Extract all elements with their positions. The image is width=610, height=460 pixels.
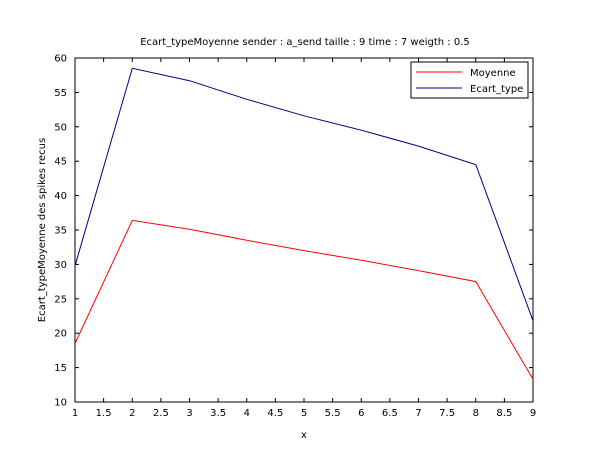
y-axis: 10 15 20 25 30 35 40 45 50 55 60 — [54, 54, 533, 409]
x-axis: 1 1.5 2 2.5 3 3.5 4 4.5 5 5.5 6 6.5 7 7.5 8 8.5 9 — [72, 58, 536, 419]
x-tick-label: 5 — [301, 408, 307, 419]
y-tick-label: 35 — [54, 226, 67, 237]
x-tick-label: 8.5 — [496, 408, 512, 419]
x-tick-label: 4.5 — [267, 408, 283, 419]
y-axis-title: Ecart_typeMoyenne des spikes recus — [37, 138, 48, 322]
x-tick-label: 9 — [530, 408, 536, 419]
x-tick-label: 2 — [129, 408, 135, 419]
x-tick-label: 6 — [358, 408, 364, 419]
y-tick-label: 15 — [54, 363, 67, 374]
legend: Moyenne Ecart_type — [410, 61, 529, 99]
series-line-moyenne — [74, 219, 534, 380]
y-tick-label: 60 — [54, 54, 67, 65]
x-tick-label: 2.5 — [153, 408, 169, 419]
y-tick-label: 20 — [54, 329, 67, 340]
legend-label: Moyenne — [470, 68, 516, 79]
x-tick-label: 4 — [244, 408, 250, 419]
y-tick-label: 10 — [54, 398, 67, 409]
x-tick-label: 6.5 — [382, 408, 398, 419]
y-tick-label: 30 — [54, 260, 67, 271]
y-tick-label: 50 — [54, 122, 67, 133]
legend-label: Ecart_type — [470, 84, 523, 95]
y-tick-label: 55 — [54, 88, 67, 99]
x-tick-label: 5.5 — [325, 408, 341, 419]
x-tick-label: 1 — [72, 408, 78, 419]
x-tick-label: 7 — [415, 408, 421, 419]
series-line-ecart-type — [74, 67, 534, 321]
x-tick-label: 1.5 — [96, 408, 112, 419]
x-tick-label: 8 — [473, 408, 479, 419]
chart-title: Ecart_typeMoyenne sender : a_send taille… — [140, 37, 470, 48]
plot-area — [74, 57, 534, 403]
x-tick-label: 7.5 — [439, 408, 455, 419]
y-tick-label: 25 — [54, 294, 67, 305]
legend-box — [410, 61, 529, 99]
x-tick-label: 3 — [186, 408, 192, 419]
x-axis-title: x — [301, 430, 307, 441]
x-tick-label: 3.5 — [210, 408, 226, 419]
y-tick-label: 45 — [54, 157, 67, 168]
y-tick-label: 40 — [54, 191, 67, 202]
series-layer — [74, 67, 534, 380]
